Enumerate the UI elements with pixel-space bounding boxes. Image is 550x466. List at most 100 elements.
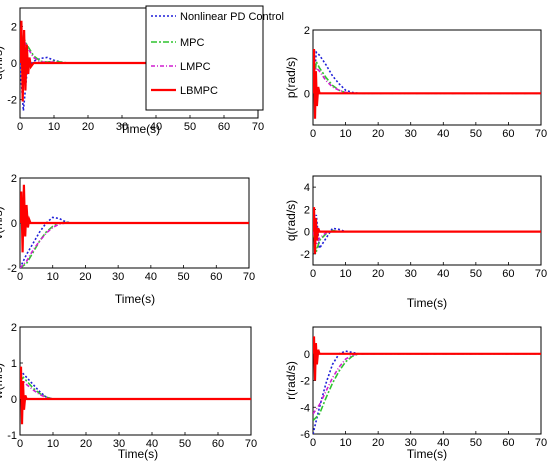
y-tick-label: 0 — [304, 349, 310, 361]
y-tick-label: -4 — [300, 402, 310, 414]
x-tick-label: 20 — [372, 268, 384, 280]
y-axis-label: q(rad/s) — [284, 200, 298, 241]
panel-r: 0 10 20 30 40 50 60 70 0 -2 -4 -6 r(rad/s) Time(s) — [284, 326, 547, 461]
legend-label: LBMPC — [180, 85, 218, 97]
series-line-nonlinear-pd-control — [20, 369, 251, 400]
x-tick-label: 30 — [113, 438, 125, 450]
x-tick-label: 70 — [535, 268, 547, 280]
y-tick-label: 4 — [304, 182, 310, 194]
series-group — [313, 207, 541, 254]
x-tick-label: 70 — [535, 437, 547, 449]
y-tick-label: 2 — [11, 173, 17, 185]
y-tick-label: 0 — [11, 218, 17, 230]
series-line-lbmpc — [313, 207, 541, 254]
series-line-lbmpc — [313, 336, 541, 381]
x-tick-label: 50 — [177, 271, 189, 283]
y-axis-label: u(m/s) — [0, 46, 5, 80]
x-tick-label: 50 — [179, 438, 191, 450]
legend-label: MPC — [180, 37, 205, 49]
x-tick-label: 60 — [210, 271, 222, 283]
x-tick-label: 0 — [310, 128, 316, 140]
x-tick-label: 20 — [80, 438, 92, 450]
y-tick-label: -2 — [7, 95, 17, 107]
y-tick-label: 2 — [304, 25, 310, 37]
y-axis-label: v(m/s) — [0, 206, 5, 239]
series-group — [20, 20, 258, 111]
x-tick-label: 40 — [146, 438, 158, 450]
series-line-lbmpc — [20, 184, 249, 253]
x-tick-label: 30 — [405, 268, 417, 280]
x-tick-label: 70 — [243, 271, 255, 283]
y-tick-label: 2 — [11, 21, 17, 33]
series-group — [20, 184, 249, 268]
x-axis-label: Time(s) — [407, 296, 447, 310]
series-line-mpc — [20, 221, 249, 268]
x-tick-label: 40 — [145, 271, 157, 283]
x-tick-label: 50 — [470, 128, 482, 140]
x-axis-label: Time(s) — [118, 447, 158, 461]
y-tick-label: -2 — [300, 376, 310, 388]
series-group — [313, 48, 541, 119]
x-tick-label: 40 — [150, 121, 162, 133]
x-tick-label: 60 — [212, 438, 224, 450]
y-axis-label: w(m/s) — [0, 363, 5, 400]
series-group — [313, 336, 541, 434]
series-line-mpc — [313, 229, 541, 252]
y-tick-label: -2 — [7, 263, 17, 275]
y-axis-label: p(rad/s) — [284, 57, 298, 98]
series-group — [20, 366, 251, 425]
y-tick-label: -1 — [7, 430, 17, 442]
series-line-lbmpc — [20, 20, 258, 102]
y-axis-label: r(rad/s) — [284, 361, 298, 400]
x-tick-label: 50 — [470, 437, 482, 449]
series-line-lbmpc — [313, 48, 541, 119]
plot-frame-q — [312, 175, 542, 266]
x-axis-label: Time(s) — [120, 122, 160, 136]
y-tick-label: 0 — [11, 58, 17, 70]
x-tick-label: 30 — [405, 437, 417, 449]
x-tick-label: 0 — [17, 438, 23, 450]
x-tick-label: 50 — [184, 121, 196, 133]
x-tick-label: 40 — [437, 268, 449, 280]
legend-label: Nonlinear PD Control — [180, 11, 284, 23]
plot-frame-r — [312, 326, 542, 435]
x-tick-label: 40 — [437, 128, 449, 140]
x-tick-label: 10 — [48, 121, 60, 133]
y-tick-label: 0 — [304, 227, 310, 239]
y-tick-label: 0 — [304, 88, 310, 100]
x-tick-label: 0 — [310, 268, 316, 280]
x-tick-label: 10 — [339, 268, 351, 280]
x-tick-label: 10 — [47, 271, 59, 283]
plot-frame-w — [19, 326, 252, 436]
x-tick-label: 30 — [405, 128, 417, 140]
y-tick-label: 1 — [11, 358, 17, 370]
legend: Nonlinear PD Control MPC LMPC LBMPC — [145, 5, 284, 111]
x-tick-label: 30 — [112, 271, 124, 283]
x-tick-label: 10 — [339, 128, 351, 140]
x-tick-label: 10 — [339, 437, 351, 449]
x-tick-label: 0 — [17, 121, 23, 133]
x-tick-label: 30 — [116, 121, 128, 133]
x-tick-label: 20 — [372, 128, 384, 140]
y-tick-label: 2 — [11, 322, 17, 334]
y-tick-label: 2 — [304, 204, 310, 216]
series-line-nonlinear-pd-control — [20, 216, 249, 268]
x-tick-label: 70 — [245, 438, 257, 450]
x-axis-label: Time(s) — [115, 292, 155, 306]
x-tick-label: 0 — [310, 437, 316, 449]
legend-label: LMPC — [180, 61, 211, 73]
x-tick-label: 70 — [252, 121, 264, 133]
series-line-lbmpc — [20, 366, 251, 425]
x-tick-label: 20 — [372, 437, 384, 449]
y-tick-label: -6 — [300, 429, 310, 441]
x-tick-label: 60 — [502, 437, 514, 449]
x-tick-label: 70 — [535, 128, 547, 140]
legend-box — [145, 5, 264, 111]
x-tick-label: 60 — [502, 128, 514, 140]
x-tick-label: 40 — [437, 437, 449, 449]
x-tick-label: 50 — [470, 268, 482, 280]
